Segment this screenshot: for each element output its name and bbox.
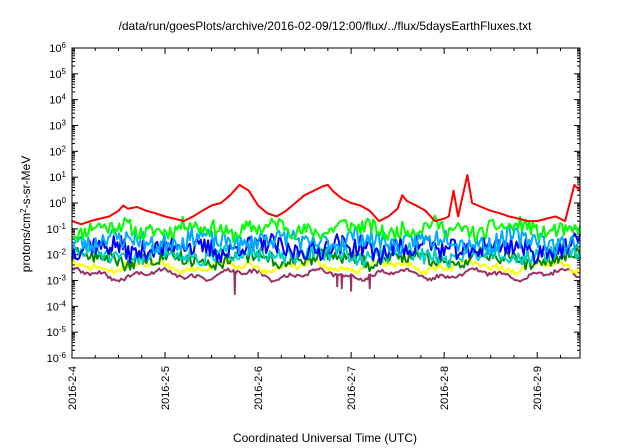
x-tick-label: 2016-2-4 (67, 366, 79, 410)
y-tick-label: 100 (49, 196, 66, 211)
x-tick-label: 2016-2-7 (346, 366, 358, 410)
y-tick-label: 106 (49, 41, 66, 56)
series-layer (71, 174, 581, 295)
series-line (71, 266, 581, 295)
svg-text:protons/cm2-s-sr-MeV: protons/cm2-s-sr-MeV (19, 156, 34, 272)
y-tick-label: 104 (49, 92, 66, 107)
series-line (71, 225, 581, 257)
y-tick-label: 102 (49, 144, 66, 159)
series-line (71, 174, 581, 226)
x-tick-label: 2016-2-9 (532, 366, 544, 410)
x-tick-label: 2016-2-5 (160, 366, 172, 410)
x-tick-label: 2016-2-8 (439, 366, 451, 410)
y-tick-label: 105 (49, 66, 66, 81)
chart-title: /data/run/goesPlots/archive/2016-02-09/1… (119, 19, 533, 33)
y-tick-label: 10-1 (47, 221, 67, 236)
y-tick-label: 10-3 (47, 273, 67, 288)
y-tick-label: 10-2 (47, 247, 67, 262)
y-tick-label: 10-4 (47, 299, 67, 314)
series-line (71, 214, 581, 244)
y-axis-ticks: 10-6 10-5 10-4 10-3 10-2 10-1 100 101 102 103 104 1… (47, 41, 580, 366)
y-tick-label: 103 (49, 118, 66, 133)
y-tick-label: 101 (49, 170, 66, 185)
x-axis-label: Coordinated Universal Time (UTC) (233, 431, 417, 445)
y-tick-label: 10-6 (47, 351, 67, 366)
y-tick-label: 10-5 (47, 325, 67, 340)
y-axis-label: protons/cm2-s-sr-MeV (19, 156, 34, 272)
plot-frame (71, 47, 581, 359)
x-tick-label: 2016-2-6 (253, 366, 265, 410)
